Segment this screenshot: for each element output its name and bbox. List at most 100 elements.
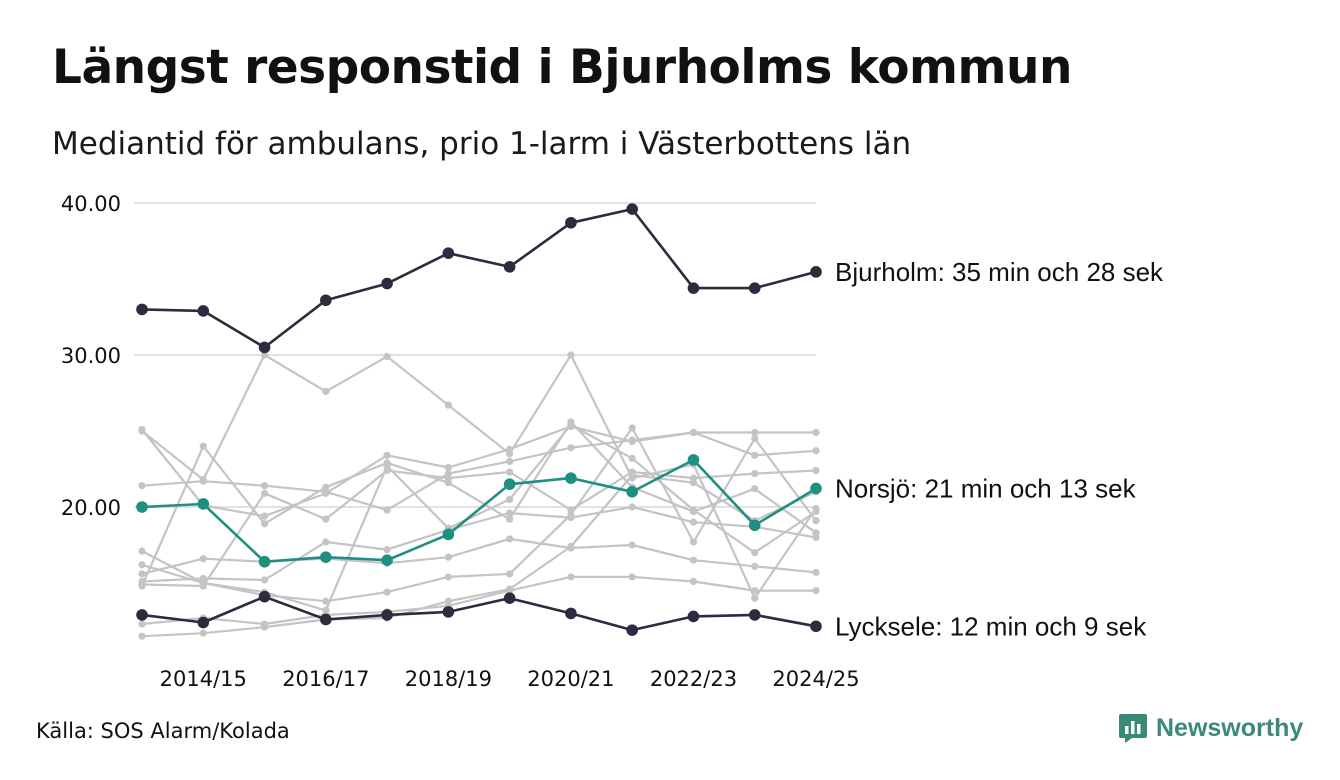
data-point xyxy=(444,597,452,605)
data-point xyxy=(506,515,514,523)
series-other-4 xyxy=(138,418,820,590)
series-line xyxy=(140,420,817,587)
data-point xyxy=(138,570,146,578)
data-point xyxy=(812,587,820,595)
data-point xyxy=(628,424,636,432)
data-point xyxy=(136,609,148,621)
series-line xyxy=(141,426,817,603)
series-other-13 xyxy=(138,466,820,590)
data-point xyxy=(626,624,638,636)
series-line xyxy=(141,537,817,575)
y-tick-label: 20.00 xyxy=(61,496,121,520)
data-point xyxy=(381,554,393,566)
data-point xyxy=(197,616,210,629)
series-line xyxy=(141,458,817,563)
brand-name: Newsworthy xyxy=(1156,713,1304,742)
data-point xyxy=(628,468,636,476)
data-point xyxy=(260,351,269,359)
series-label-lycksele: Lycksele: 12 min och 9 sek xyxy=(835,611,1147,641)
data-point xyxy=(506,457,514,465)
data-point xyxy=(260,489,269,497)
data-point xyxy=(748,282,761,294)
data-point xyxy=(689,506,698,514)
data-point xyxy=(506,495,514,503)
data-point xyxy=(199,555,207,563)
series-other-9 xyxy=(138,573,820,628)
data-point xyxy=(565,472,577,484)
data-point xyxy=(442,606,455,618)
data-point xyxy=(258,590,271,603)
data-point xyxy=(444,553,452,561)
data-point xyxy=(320,613,332,626)
data-point xyxy=(689,474,698,482)
data-point xyxy=(812,533,820,542)
y-tick-label: 40.00 xyxy=(61,192,121,216)
data-point xyxy=(503,592,516,604)
data-point xyxy=(322,538,330,546)
data-point xyxy=(381,277,393,290)
data-point xyxy=(812,466,820,475)
data-point xyxy=(320,294,332,307)
data-point xyxy=(442,247,455,259)
series-other-5 xyxy=(138,422,820,520)
data-point xyxy=(136,303,148,316)
data-point xyxy=(258,341,271,354)
data-point xyxy=(506,468,514,476)
data-point xyxy=(444,463,452,472)
data-point xyxy=(628,454,636,462)
data-point xyxy=(628,436,636,444)
y-axis-ticks: 40.00 30.00 20.00 xyxy=(61,192,121,520)
data-point xyxy=(138,580,146,589)
data-point xyxy=(322,597,330,605)
series-line xyxy=(141,505,817,583)
line-chart: 40.00 30.00 20.00 2014/15 2016/17 2018/19 202… xyxy=(61,192,1164,691)
data-point xyxy=(383,588,391,596)
background-series xyxy=(138,351,820,640)
data-point xyxy=(689,518,698,526)
data-point xyxy=(444,573,452,581)
data-point xyxy=(751,485,759,493)
data-point xyxy=(567,421,575,429)
data-point xyxy=(687,610,700,623)
data-point xyxy=(565,216,577,229)
data-point xyxy=(751,428,759,437)
data-point xyxy=(812,447,820,455)
data-point xyxy=(567,444,575,452)
bar-chart-logo-icon xyxy=(1119,714,1147,743)
x-tick-label: 2020/21 xyxy=(527,667,614,691)
data-point xyxy=(199,582,207,590)
data-point xyxy=(506,509,514,517)
brand-logo[interactable]: Newsworthy xyxy=(1118,712,1303,744)
data-point xyxy=(197,498,210,510)
data-point xyxy=(258,555,271,568)
chart-subtitle: Mediantid för ambulans, prio 1-larm i Vä… xyxy=(52,126,912,162)
data-point xyxy=(322,387,330,396)
data-point xyxy=(812,507,820,516)
data-point xyxy=(689,577,698,586)
data-point xyxy=(260,623,269,631)
data-point xyxy=(751,594,759,602)
data-point xyxy=(748,519,761,532)
data-point xyxy=(442,528,455,541)
series-label-bjurholm: Bjurholm: 35 min och 28 sek xyxy=(835,257,1164,287)
series-norsjö xyxy=(136,454,822,568)
series-other-7 xyxy=(138,535,820,578)
data-point xyxy=(567,506,575,514)
series-line xyxy=(141,423,817,612)
data-point xyxy=(383,352,391,361)
data-point xyxy=(444,474,452,482)
data-point xyxy=(506,445,514,453)
data-point xyxy=(383,545,391,554)
data-point xyxy=(383,506,391,514)
data-point xyxy=(565,607,577,620)
x-axis-ticks: 2014/15 2016/17 2018/19 2020/21 2022/23 2024/… xyxy=(160,667,860,691)
data-point xyxy=(322,606,330,614)
series-line xyxy=(141,431,817,512)
data-point xyxy=(138,482,146,490)
data-point xyxy=(628,503,636,511)
data-point xyxy=(689,428,698,437)
data-point xyxy=(503,261,516,273)
data-point xyxy=(810,482,822,495)
data-point xyxy=(751,451,759,459)
series-lycksele xyxy=(136,590,822,636)
